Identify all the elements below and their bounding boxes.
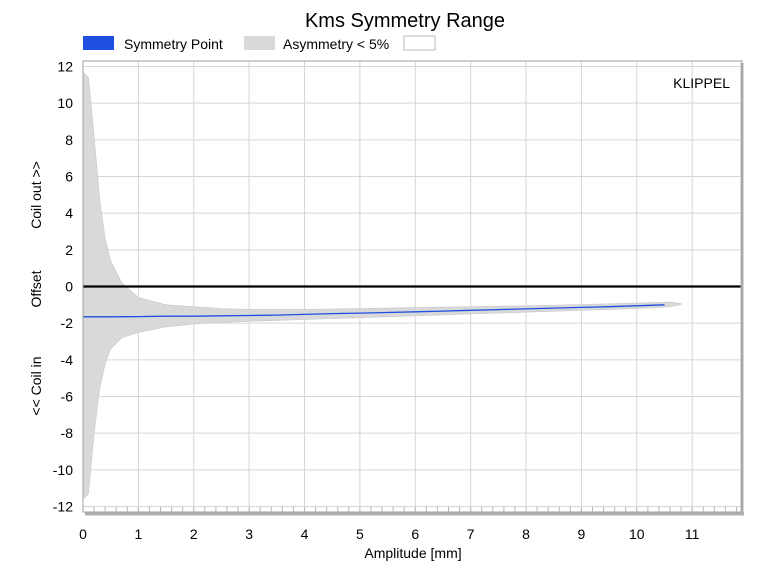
y-tick-label: -6 xyxy=(61,389,74,405)
x-tick-label: 0 xyxy=(79,526,87,542)
plot-frame xyxy=(82,60,744,516)
y-axis-label-coil-out: Coil out >> xyxy=(28,161,44,229)
x-tick-label: 9 xyxy=(578,526,586,542)
legend-label-asymmetry: Asymmetry < 5% xyxy=(283,36,389,52)
x-tick-label: 7 xyxy=(467,526,475,542)
y-tick-label: 4 xyxy=(65,205,73,221)
y-tick-label: 12 xyxy=(57,59,73,75)
y-tick-label: 0 xyxy=(65,279,73,295)
y-axis-label-coil-in: << Coil in xyxy=(28,356,44,415)
x-tick-label: 5 xyxy=(356,526,364,542)
x-tick-label: 3 xyxy=(245,526,253,542)
series-lines xyxy=(83,285,742,318)
x-axis-label: Amplitude [mm] xyxy=(364,545,461,561)
y-tick-label: -8 xyxy=(61,425,74,441)
y-tick-label: -10 xyxy=(53,462,73,478)
x-tick-label: 10 xyxy=(629,526,645,542)
symmetry-point-line xyxy=(83,304,665,318)
x-tick-label: 8 xyxy=(522,526,530,542)
legend: Symmetry Point Asymmetry < 5% xyxy=(83,35,436,52)
x-tick-label: 1 xyxy=(134,526,142,542)
legend-label-symmetry-point: Symmetry Point xyxy=(124,36,223,52)
x-tick-label: 4 xyxy=(301,526,309,542)
y-tick-label: -12 xyxy=(53,499,73,515)
y-tick-label: 2 xyxy=(65,242,73,258)
y-axis-label-offset: Offset xyxy=(28,270,44,307)
legend-swatch-empty xyxy=(403,35,436,51)
x-tick-label: 2 xyxy=(190,526,198,542)
x-tick-label: 6 xyxy=(411,526,419,542)
y-axis-label: Coil out >> Offset << Coil in xyxy=(28,161,44,415)
y-tick-label: 8 xyxy=(65,132,73,148)
legend-swatch-asymmetry xyxy=(244,36,275,50)
y-tick-label: 10 xyxy=(57,95,73,111)
x-tick-label: 11 xyxy=(685,526,700,542)
y-tick-label: -4 xyxy=(61,352,74,368)
legend-swatch-symmetry-point xyxy=(83,36,114,50)
brand-label: KLIPPEL xyxy=(673,75,730,91)
y-tick-label: -2 xyxy=(61,315,74,331)
chart-title: Kms Symmetry Range xyxy=(305,10,505,32)
asymmetry-band xyxy=(82,71,682,500)
asymmetry-band-area xyxy=(82,71,682,500)
y-tick-label: 6 xyxy=(65,169,73,185)
